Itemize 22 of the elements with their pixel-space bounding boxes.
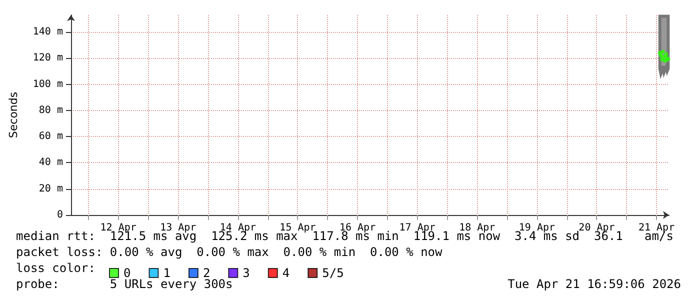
legend-label: 1 [163, 266, 170, 280]
x-tick-label: 15 Apr [280, 222, 316, 234]
legend-label: 0 [124, 266, 131, 280]
y-tick-label: 120 m [32, 52, 63, 64]
text: probe: 5 URLs every 300s [16, 277, 233, 291]
text: Tue Apr 21 16:59:06 2026 [508, 277, 681, 291]
y-tick-label: 40 m [38, 157, 63, 168]
legend-label: 3 [242, 266, 250, 280]
y-axis-title: Seconds [7, 92, 20, 138]
legend-title: loss color: [16, 261, 96, 275]
y-tick-label: 80 m [38, 104, 63, 116]
y-tick-label: 140 m [32, 26, 63, 38]
y-tick-label: 60 m [38, 131, 63, 142]
x-tick-label: 21 Apr [638, 222, 675, 234]
legend-label: 4 [282, 266, 290, 280]
text: packet loss: 0.00 % avg 0.00 % max 0.00 % min 0.00 % now [16, 245, 444, 259]
y-tick-label: 100 m [32, 78, 63, 90]
legend-label: 2 [202, 266, 210, 280]
x-tick-label: 18 Apr [459, 222, 496, 234]
legend-label: 5/5 [322, 266, 344, 280]
y-tick-label: 0 [56, 210, 63, 220]
y-tick-label: 20 m [38, 183, 63, 194]
